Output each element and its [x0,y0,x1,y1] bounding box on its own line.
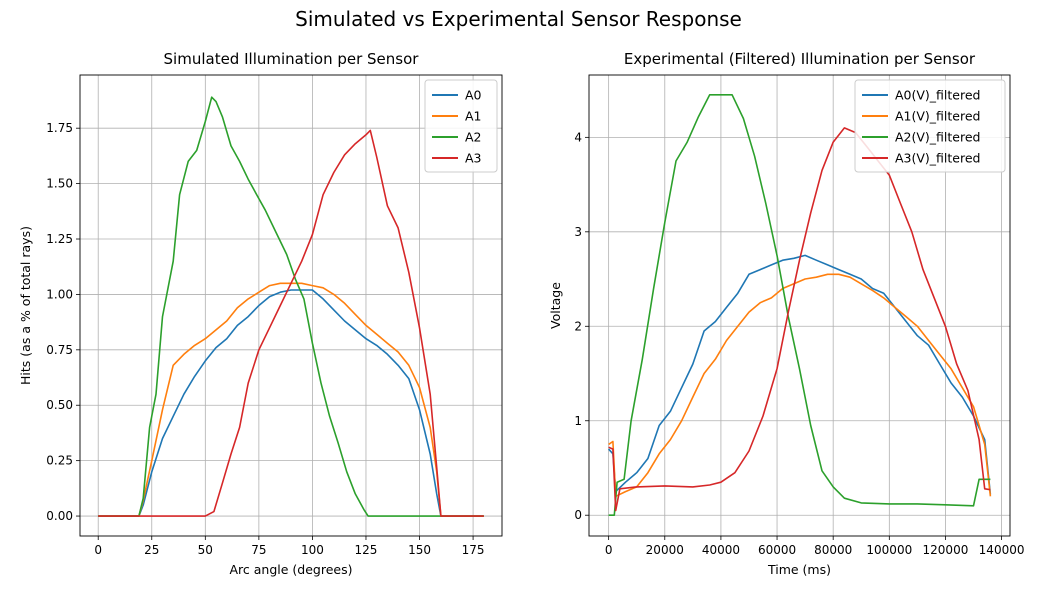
x-tick-label: 80000 [814,543,852,557]
legend-label: A0 [465,88,482,103]
x-tick-label: 60000 [758,543,796,557]
legend-label: A0(V)_filtered [895,88,981,103]
chart-1: 0 20000 40000 60000 80000 100000 120000 140000 0… [548,50,1024,577]
y-tick-label: 4 [574,130,582,144]
y-tick-label: 1.75 [46,121,73,135]
x-tick-label: 150 [408,543,431,557]
legend-label: A1(V)_filtered [895,109,981,124]
x-tick-label: 100000 [866,543,912,557]
x-tick-label: 175 [462,543,485,557]
x-axis-label: Time (ms) [767,562,831,577]
y-tick-label: 0.50 [46,398,73,412]
x-tick-label: 75 [251,543,266,557]
legend-label: A2(V)_filtered [895,130,981,145]
legend-box [854,79,1006,173]
series-line-A0(V)_filtered [608,254,992,495]
chart-title: Simulated Illumination per Sensor [164,50,420,68]
series-line-A2(V)_filtered [608,94,991,517]
y-tick-label: 0.75 [46,343,73,357]
series-line-A3 [98,129,484,517]
series-line-A1(V)_filtered [608,273,992,498]
x-tick-label: 125 [355,543,378,557]
figure-title: Simulated vs Experimental Sensor Respons… [295,7,742,31]
plot-frame [79,74,503,537]
x-tick-label: 40000 [702,543,740,557]
y-tick-label: 1.00 [46,287,73,301]
y-tick-label: 0.25 [46,454,73,468]
x-tick-label: 100 [301,543,324,557]
y-tick-label: 1.50 [46,177,73,191]
legend-label: A2 [465,130,482,145]
y-tick-label: 1 [574,414,582,428]
legend-label: A3(V)_filtered [895,151,981,166]
series-line-A2 [98,96,484,517]
series-line-A1 [98,282,484,517]
legend-box [424,79,498,173]
y-tick-label: 0.00 [46,509,73,523]
legend-label: A1 [465,109,482,124]
series-line-A3(V)_filtered [608,127,991,512]
plot-frame [588,74,1011,537]
y-tick-label: 2 [574,319,582,333]
x-tick-label: 0 [94,543,102,557]
legend-label: A3 [465,151,482,166]
y-tick-label: 3 [574,225,582,239]
x-tick-label: 20000 [646,543,684,557]
y-axis-label: Hits (as a % of total rays) [18,226,33,385]
x-tick-label: 140000 [979,543,1025,557]
x-axis-label: Arc angle (degrees) [230,562,353,577]
x-tick-label: 50 [198,543,213,557]
y-tick-label: 1.25 [46,232,73,246]
series-line-A0 [98,289,484,517]
legend: A0 A1 A2 A3 [424,79,498,173]
y-tick-label: 0 [574,508,582,522]
x-tick-label: 25 [144,543,159,557]
chart-title: Experimental (Filtered) Illumination per… [624,50,976,68]
x-tick-label: 0 [605,543,613,557]
legend: A0(V)_filtered A1(V)_filtered A2(V)_filter… [854,79,1006,173]
chart-0: 0 25 50 75 100 125 150 175 0.00 0.25 0.50 0.75 1.00 1… [18,50,503,577]
x-tick-label: 120000 [923,543,969,557]
y-axis-label: Voltage [548,282,563,329]
